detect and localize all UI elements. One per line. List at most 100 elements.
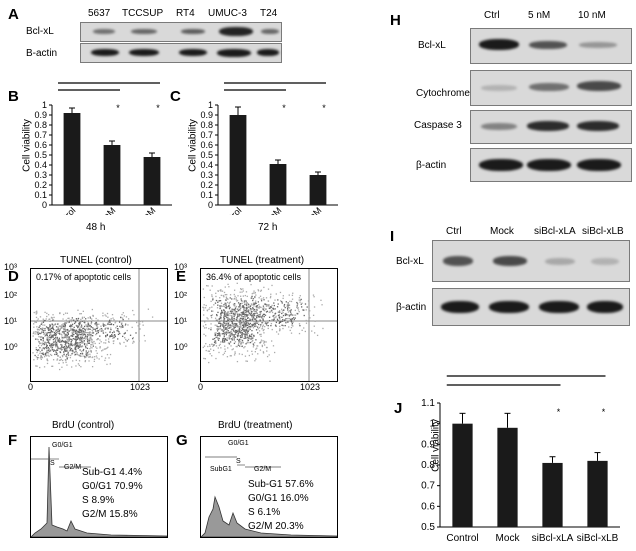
scatter-point [42, 347, 44, 349]
scatter-point [98, 323, 100, 325]
scatter-point [46, 339, 48, 341]
scatter-point [56, 358, 59, 360]
scatter-point [84, 335, 87, 337]
scatter-point [88, 342, 91, 344]
category-label: Mock [496, 533, 521, 544]
scatter-point [238, 314, 240, 317]
scatter-point [102, 332, 105, 334]
scatter-point [263, 320, 265, 323]
scatter-point [107, 338, 110, 340]
scatter-point [74, 321, 77, 323]
scatter-point [256, 314, 258, 317]
scatter-point [115, 321, 117, 323]
scatter-point [242, 319, 244, 322]
scatter-point [49, 349, 52, 352]
scatter-point [251, 317, 254, 320]
y-tick-label: 0.6 [34, 140, 47, 150]
scatter-point [89, 317, 92, 319]
scatter-point [234, 333, 237, 335]
scatter-point [83, 316, 86, 319]
scatter-point [143, 334, 145, 337]
scatter-point [215, 319, 217, 322]
scatter-point [82, 332, 84, 334]
scatter-point [55, 343, 57, 346]
scatter-point [216, 333, 219, 335]
scatter-point [203, 345, 206, 347]
scatter-point [36, 351, 38, 354]
scatter-point [273, 304, 275, 307]
bar [309, 175, 327, 205]
scatter-point [33, 331, 35, 333]
scatter-point [58, 337, 61, 339]
scatter-point [86, 324, 88, 326]
scatter-point [299, 325, 301, 327]
scatter-point [56, 347, 59, 349]
scatter-point [69, 344, 71, 346]
scatter-point [61, 324, 63, 326]
scatter-point [111, 334, 113, 336]
scatter-point [218, 300, 221, 302]
scatter-point [51, 317, 54, 319]
scatter-point [38, 345, 40, 347]
scatter-point [275, 315, 277, 317]
panel-f-title: BrdU (control) [52, 420, 115, 431]
scatter-point [261, 328, 263, 330]
scatter-point [242, 295, 245, 297]
scatter-point [235, 318, 237, 321]
scatter-point [36, 310, 38, 312]
scatter-point [219, 320, 221, 322]
scatter-point [231, 320, 233, 323]
category-label: siBcl-xLA [532, 533, 574, 544]
scatter-point [224, 322, 226, 325]
scatter-point [89, 331, 91, 333]
scatter-point [298, 310, 300, 313]
scatter-point [275, 316, 277, 319]
scatter-point [144, 340, 146, 342]
scatter-point [281, 302, 283, 304]
scatter-point [84, 343, 86, 345]
scatter-point [211, 314, 214, 316]
scatter-point [79, 329, 81, 332]
scatter-point [212, 297, 214, 300]
scatter-point [100, 341, 102, 343]
scatter-point [234, 304, 236, 306]
scatter-point [241, 336, 243, 339]
scatter-point [226, 328, 228, 331]
scatter-point [302, 309, 304, 311]
scatter-point [226, 332, 228, 334]
scatter-point [262, 324, 265, 326]
scatter-point [220, 290, 222, 292]
scatter-point [287, 311, 290, 313]
scatter-point [222, 340, 224, 342]
scatter-point [245, 325, 247, 328]
scatter-point [32, 332, 35, 335]
scatter-point [61, 354, 64, 357]
scatter-point [49, 334, 51, 337]
scatter-point [60, 341, 63, 343]
scatter-point [244, 318, 246, 320]
scatter-point [81, 316, 84, 318]
scatter-point [219, 316, 221, 318]
scatter-point [65, 348, 67, 350]
significance-mark: * [156, 103, 160, 113]
scatter-point [256, 307, 258, 309]
significance-mark: * [322, 103, 326, 113]
scatter-point [227, 342, 230, 344]
scatter-point [235, 297, 237, 299]
panel-e-plot [200, 268, 338, 382]
scatter-point [242, 290, 244, 292]
scatter-point [51, 344, 53, 346]
scatter-point [225, 321, 227, 323]
scatter-point [41, 343, 44, 345]
scatter-point [238, 319, 241, 321]
scatter-point [259, 316, 261, 318]
panel-b-xlabel: 48 h [86, 222, 106, 233]
scatter-point [209, 344, 211, 346]
scatter-point [77, 343, 79, 345]
significance-mark: * [557, 407, 561, 417]
scatter-point [266, 310, 269, 312]
scatter-point [37, 339, 39, 341]
scatter-point [236, 282, 238, 284]
significance-mark: * [602, 407, 606, 417]
scatter-point [93, 328, 95, 330]
